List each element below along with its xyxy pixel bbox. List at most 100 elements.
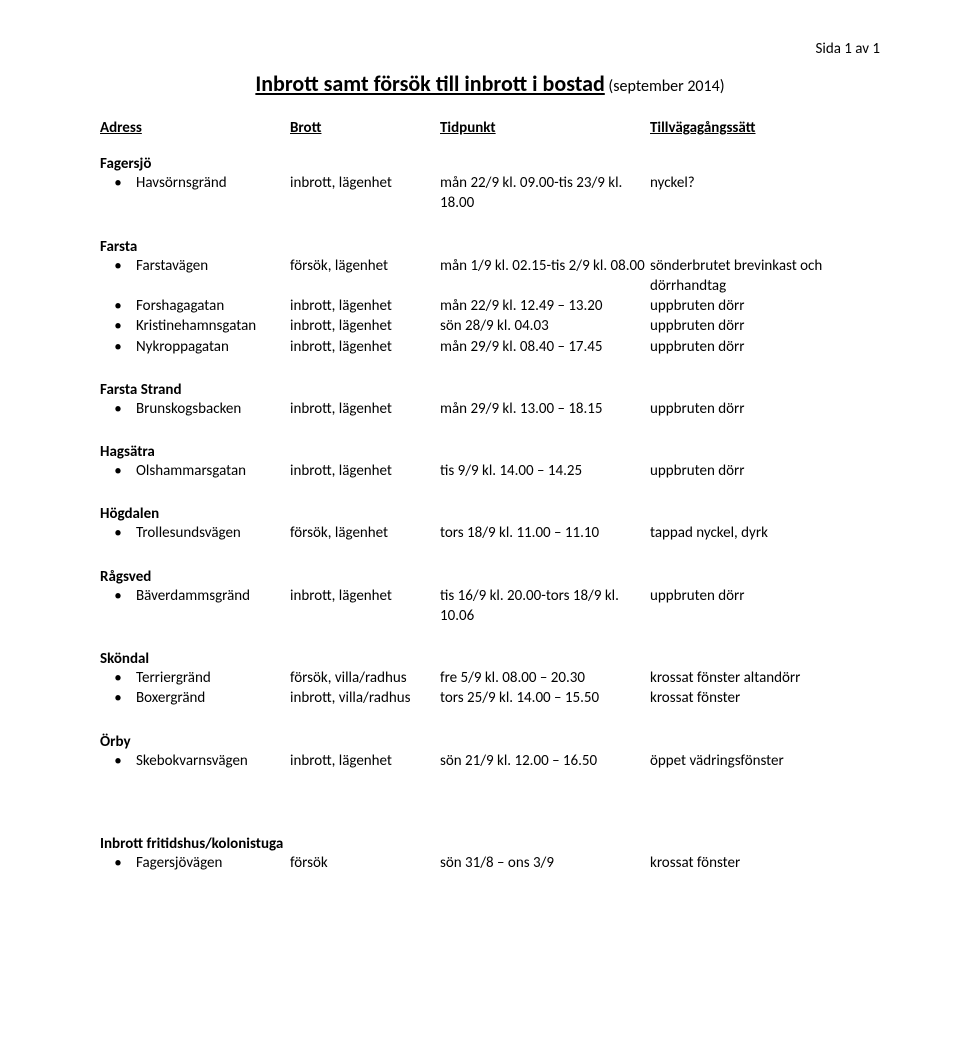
entry-address: Brunskogsbacken	[136, 399, 290, 419]
entry-crime: inbrott, lägenhet	[290, 296, 440, 316]
entry-method: uppbruten dörr	[650, 461, 880, 481]
bullet-icon: •	[100, 173, 136, 193]
entry-row: •Kristinehamnsgataninbrott, lägenhetsön …	[100, 316, 880, 336]
entry-row: •Nykroppagataninbrott, lägenhetmån 29/9 …	[100, 337, 880, 357]
entry-method: uppbruten dörr	[650, 586, 880, 606]
entry-row: •Havsörnsgrändinbrott, lägenhetmån 22/9 …	[100, 173, 880, 214]
entry-method-wrap: dörrhandtag	[136, 276, 880, 296]
section2-list: •Fagersjövägenförsöksön 31/8 – ons 3/9kr…	[100, 853, 880, 873]
entry-time: sön 31/8 – ons 3/9	[440, 853, 650, 873]
area-heading: Sköndal	[100, 650, 880, 668]
entry-address: Farstavägen	[136, 256, 290, 276]
entry-method: uppbruten dörr	[650, 337, 880, 357]
bullet-icon: •	[100, 853, 136, 873]
area-heading: Örby	[100, 733, 880, 751]
entry-address: Olshammarsgatan	[136, 461, 290, 481]
entry-time: tis 16/9 kl. 20.00-tors 18/9 kl. 10.06	[440, 586, 650, 627]
page: Sida 1 av 1 Inbrott samt försök till inb…	[0, 0, 960, 913]
entry-row: •Skebokvarnsvägeninbrott, lägenhetsön 21…	[100, 751, 880, 771]
entry-crime: inbrott, lägenhet	[290, 337, 440, 357]
header-address: Adress	[100, 119, 290, 137]
header-time: Tidpunkt	[440, 119, 650, 137]
entry-address: Boxergränd	[136, 688, 290, 708]
title-block: Inbrott samt försök till inbrott i bosta…	[100, 70, 880, 97]
entry-crime: försök	[290, 853, 440, 873]
area-heading: Hagsätra	[100, 443, 880, 461]
bullet-icon: •	[100, 751, 136, 771]
entry-time: mån 29/9 kl. 08.40 – 17.45	[440, 337, 650, 357]
area-heading: Rågsved	[100, 568, 880, 586]
entry-time: tors 25/9 kl. 14.00 – 15.50	[440, 688, 650, 708]
entry-row: •Brunskogsbackeninbrott, lägenhetmån 29/…	[100, 399, 880, 419]
entry-method: nyckel?	[650, 173, 880, 193]
entry-time: tis 9/9 kl. 14.00 – 14.25	[440, 461, 650, 481]
entry-method: krossat fönster	[650, 688, 880, 708]
entry-crime: inbrott, lägenhet	[290, 173, 440, 193]
entry-address: Fagersjövägen	[136, 853, 290, 873]
header-crime: Brott	[290, 119, 440, 137]
page-number: Sida 1 av 1	[100, 40, 880, 58]
entry-address: Skebokvarnsvägen	[136, 751, 290, 771]
entry-method: uppbruten dörr	[650, 316, 880, 336]
entry-address: Forshagagatan	[136, 296, 290, 316]
entry-row: •Forshagagataninbrott, lägenhetmån 22/9 …	[100, 296, 880, 316]
bullet-icon: •	[100, 337, 136, 357]
entry-crime: inbrott, lägenhet	[290, 586, 440, 606]
entry-row: •Bäverdammsgrändinbrott, lägenhettis 16/…	[100, 586, 880, 627]
bullet-icon: •	[100, 668, 136, 688]
bullet-icon: •	[100, 296, 136, 316]
entry-address: Bäverdammsgränd	[136, 586, 290, 606]
entry-method: tappad nyckel, dyrk	[650, 523, 880, 543]
title-main: Inbrott samt försök till inbrott i bosta…	[255, 70, 604, 97]
entry-time: mån 29/9 kl. 13.00 – 18.15	[440, 399, 650, 419]
section2-heading: Inbrott fritidshus/kolonistuga	[100, 835, 880, 853]
entry-crime: inbrott, villa/radhus	[290, 688, 440, 708]
areas-list: Fagersjö•Havsörnsgrändinbrott, lägenhetm…	[100, 155, 880, 785]
entry-row: •Trollesundsvägenförsök, lägenhettors 18…	[100, 523, 880, 543]
entry-crime: inbrott, lägenhet	[290, 751, 440, 771]
entry-time: sön 21/9 kl. 12.00 – 16.50	[440, 751, 650, 771]
entry-address: Kristinehamnsgatan	[136, 316, 290, 336]
entry-method: uppbruten dörr	[650, 399, 880, 419]
entry-address: Terriergränd	[136, 668, 290, 688]
bullet-icon: •	[100, 461, 136, 481]
bullet-icon: •	[100, 523, 136, 543]
entry-crime: inbrott, lägenhet	[290, 316, 440, 336]
entry-row: •Farstavägenförsök, lägenhetmån 1/9 kl. …	[100, 256, 880, 276]
entry-time: mån 1/9 kl. 02.15-tis 2/9 kl. 08.00	[440, 256, 650, 276]
bullet-icon: •	[100, 586, 136, 606]
area-heading: Fagersjö	[100, 155, 880, 173]
title-sub: (september 2014)	[608, 77, 724, 96]
entry-time: tors 18/9 kl. 11.00 – 11.10	[440, 523, 650, 543]
entry-address: Trollesundsvägen	[136, 523, 290, 543]
bullet-icon: •	[100, 688, 136, 708]
entry-time: mån 22/9 kl. 09.00-tis 23/9 kl. 18.00	[440, 173, 650, 214]
entry-row: •Fagersjövägenförsöksön 31/8 – ons 3/9kr…	[100, 853, 880, 873]
entry-time: mån 22/9 kl. 12.49 – 13.20	[440, 296, 650, 316]
entry-address: Havsörnsgränd	[136, 173, 290, 193]
entry-crime: försök, villa/radhus	[290, 668, 440, 688]
entry-row: •Olshammarsgataninbrott, lägenhettis 9/9…	[100, 461, 880, 481]
entry-method: sönderbrutet brevinkast och	[650, 256, 880, 276]
entry-method: krossat fönster altandörr	[650, 668, 880, 688]
header-method: Tillvägagångssätt	[650, 119, 880, 137]
bullet-icon: •	[100, 256, 136, 276]
area-heading: Farsta Strand	[100, 381, 880, 399]
entry-address: Nykroppagatan	[136, 337, 290, 357]
entry-row: •Boxergrändinbrott, villa/radhustors 25/…	[100, 688, 880, 708]
entry-time: sön 28/9 kl. 04.03	[440, 316, 650, 336]
entry-method: uppbruten dörr	[650, 296, 880, 316]
bullet-icon: •	[100, 316, 136, 336]
entry-crime: försök, lägenhet	[290, 256, 440, 276]
area-heading: Högdalen	[100, 505, 880, 523]
entry-time: fre 5/9 kl. 08.00 – 20.30	[440, 668, 650, 688]
entry-crime: inbrott, lägenhet	[290, 399, 440, 419]
column-headers: Adress Brott Tidpunkt Tillvägagångssätt	[100, 119, 880, 137]
entry-crime: inbrott, lägenhet	[290, 461, 440, 481]
area-heading: Farsta	[100, 238, 880, 256]
entry-crime: försök, lägenhet	[290, 523, 440, 543]
entry-method: öppet vädringsfönster	[650, 751, 880, 771]
bullet-icon: •	[100, 399, 136, 419]
entry-row: •Terriergrändförsök, villa/radhusfre 5/9…	[100, 668, 880, 688]
entry-method: krossat fönster	[650, 853, 880, 873]
